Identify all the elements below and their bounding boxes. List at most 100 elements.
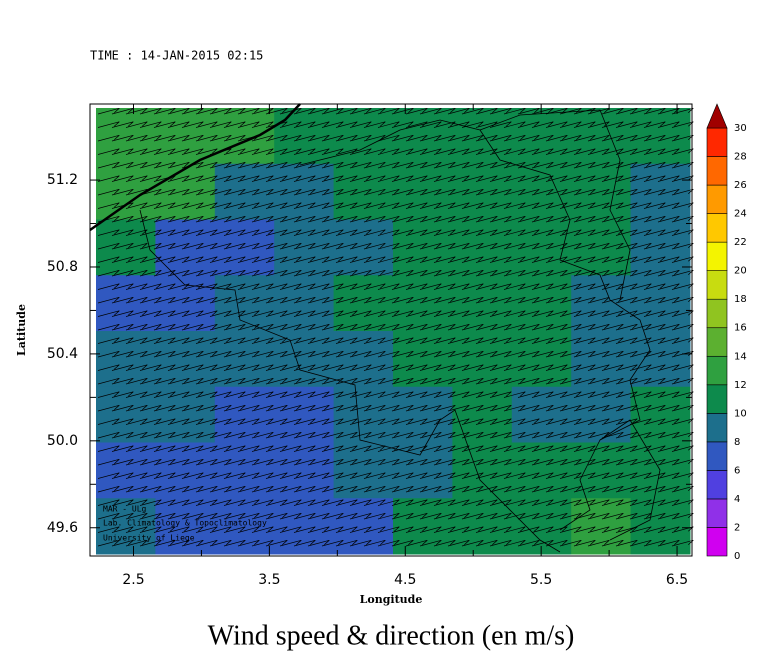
wind-arrow xyxy=(335,526,358,533)
wind-arrow xyxy=(615,269,638,277)
wind-arrow xyxy=(335,107,358,115)
wind-arrow xyxy=(335,161,358,169)
wind-arrow xyxy=(125,215,148,223)
wind-arrow xyxy=(139,283,162,290)
wind-arrow xyxy=(363,391,386,398)
wind-arrow xyxy=(209,256,232,263)
wind-arrow xyxy=(307,431,330,439)
wind-arrow xyxy=(251,431,274,439)
wind-arrow xyxy=(391,404,414,412)
wind-arrow xyxy=(587,472,610,479)
wind-arrow xyxy=(531,310,554,317)
wind-arrow xyxy=(377,121,400,128)
wind-arrow xyxy=(321,161,344,169)
wind-arrow xyxy=(559,445,582,452)
wind-arrow xyxy=(195,188,218,196)
wind-arrow xyxy=(657,283,680,290)
wind-arrow xyxy=(335,215,358,223)
wind-arrow xyxy=(657,296,680,304)
wind-arrow xyxy=(405,458,428,466)
wind-arrow xyxy=(503,377,526,385)
wind-arrow xyxy=(181,445,204,452)
wind-arrow xyxy=(251,445,274,452)
wind-arrow xyxy=(125,337,148,344)
wind-arrow xyxy=(461,175,484,182)
speed-cell xyxy=(214,386,275,443)
wind-arrow xyxy=(405,148,428,155)
wind-arrow xyxy=(559,229,582,236)
wind-arrow xyxy=(447,458,470,466)
wind-arrow xyxy=(223,512,246,520)
wind-arrow xyxy=(279,148,302,155)
wind-arrow xyxy=(517,296,540,304)
wind-arrow xyxy=(293,350,316,358)
wind-arrow xyxy=(615,242,638,250)
wind-arrow xyxy=(377,539,400,547)
wind-arrow xyxy=(307,364,330,371)
wind-arrow xyxy=(657,485,680,493)
wind-arrow xyxy=(601,188,624,196)
border-nl-de xyxy=(479,109,631,301)
wind-arrow xyxy=(419,485,442,493)
border-lu xyxy=(599,419,661,541)
wind-arrow xyxy=(573,431,596,439)
wind-arrow xyxy=(545,134,568,142)
wind-arrow xyxy=(321,283,344,290)
wind-arrow xyxy=(153,134,176,142)
wind-arrow xyxy=(139,512,162,520)
wind-arrow xyxy=(545,445,568,452)
wind-arrow xyxy=(643,242,666,250)
wind-arrow xyxy=(321,485,344,493)
wind-arrow xyxy=(209,229,232,236)
wind-arrow xyxy=(237,539,260,547)
wind-arrow xyxy=(559,512,582,520)
wind-arrow xyxy=(307,337,330,344)
wind-arrow xyxy=(251,364,274,371)
wind-arrow xyxy=(587,121,610,128)
wind-arrow xyxy=(587,391,610,398)
speed-cell xyxy=(452,498,513,555)
wind-arrow xyxy=(517,431,540,439)
wind-arrow xyxy=(363,364,386,371)
wind-arrow xyxy=(307,242,330,250)
wind-arrow xyxy=(615,445,638,452)
wind-arrow xyxy=(433,458,456,466)
wind-arrow xyxy=(643,202,666,209)
colorbar-band xyxy=(706,127,728,157)
wind-arrow xyxy=(167,296,190,304)
wind-arrow xyxy=(321,445,344,452)
wind-arrow xyxy=(461,202,484,209)
x-tick-label: 3.5 xyxy=(258,572,280,588)
wind-arrow xyxy=(153,539,176,547)
wind-arrow xyxy=(363,404,386,412)
wind-arrow xyxy=(391,445,414,452)
wind-arrow xyxy=(153,377,176,385)
wind-arrow xyxy=(657,404,680,412)
wind-arrow xyxy=(167,215,190,223)
wind-arrow xyxy=(447,539,470,547)
wind-arrow xyxy=(559,391,582,398)
wind-arrow xyxy=(167,107,190,115)
wind-arrow xyxy=(251,175,274,182)
wind-arrow xyxy=(139,161,162,169)
wind-arrow xyxy=(405,107,428,115)
wind-arrow xyxy=(391,202,414,209)
wind-arrow xyxy=(447,364,470,371)
wind-arrow xyxy=(531,161,554,169)
wind-arrow xyxy=(195,229,218,236)
wind-arrow xyxy=(531,107,554,115)
wind-arrow xyxy=(125,107,148,115)
wind-arrow xyxy=(489,229,512,236)
wind-arrow xyxy=(181,134,204,142)
wind-arrow xyxy=(279,445,302,452)
wind-arrow xyxy=(433,539,456,547)
wind-arrow xyxy=(167,472,190,479)
wind-arrow xyxy=(405,296,428,304)
wind-arrow xyxy=(405,310,428,317)
wind-arrow xyxy=(419,310,442,317)
wind-arrow xyxy=(307,377,330,385)
wind-arrow xyxy=(545,148,568,155)
wind-arrow xyxy=(573,215,596,223)
wind-arrow xyxy=(167,175,190,182)
wind-arrow xyxy=(601,296,624,304)
